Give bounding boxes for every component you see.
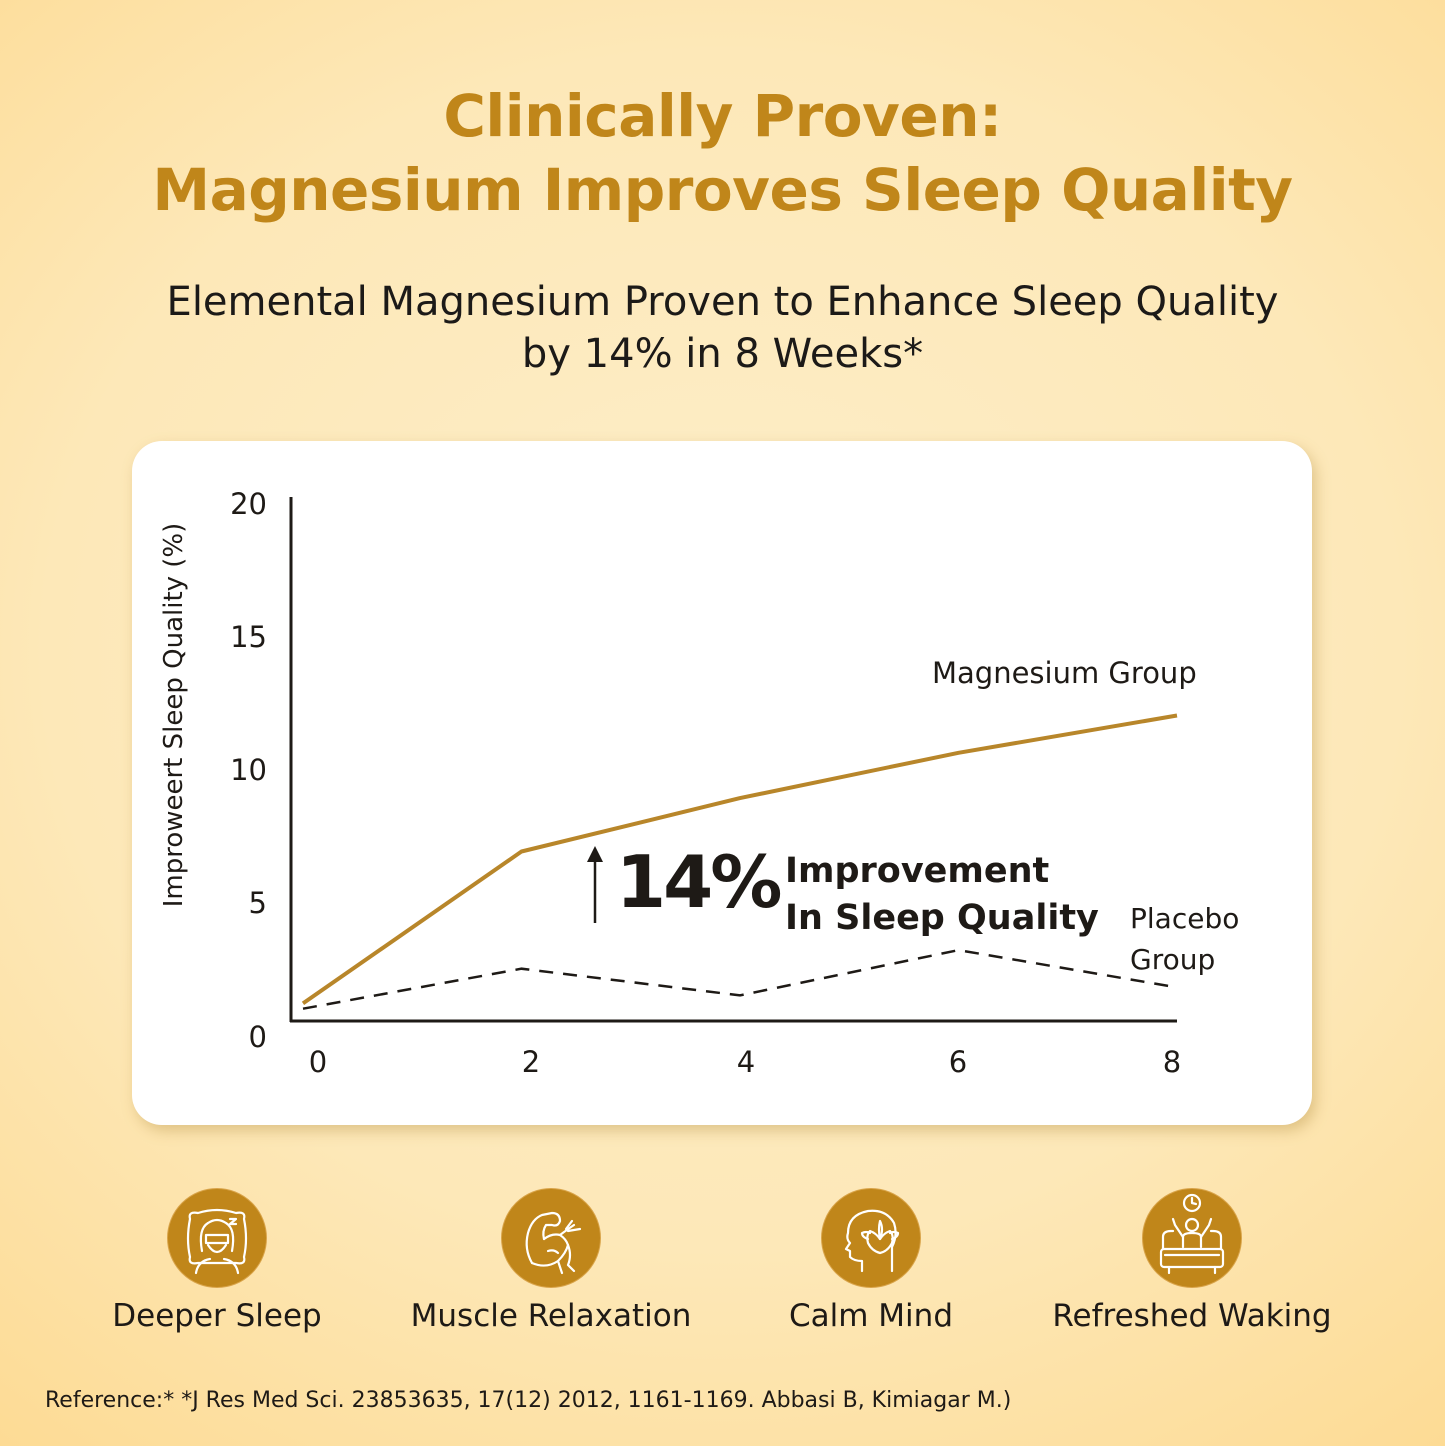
y-tick-15: 15 [230, 620, 267, 654]
placebo-label-line-2: Group [1130, 943, 1216, 976]
x-tick-6: 6 [948, 1045, 968, 1079]
title-line-2: Magnesium Improves Sleep Quality [152, 156, 1293, 224]
x-tick-0: 0 [308, 1045, 328, 1079]
benefit-label: Deeper Sleep [112, 1298, 322, 1334]
y-axis-label-text: Improweert Sleep Quality (%) [159, 522, 189, 908]
title-line-1: Clinically Proven: [443, 82, 1002, 150]
flexed-muscle-arm-icon [501, 1188, 601, 1288]
benefit-deeper-sleep: Deeper Sleep [57, 1188, 377, 1334]
chart-card [132, 441, 1312, 1125]
improvement-caption-line-1: Improvement [785, 851, 1050, 891]
benefit-label: Muscle Relaxation [410, 1298, 692, 1334]
improvement-caption: Improvement In Sleep Quality [785, 848, 1099, 942]
benefit-muscle-relaxation: Muscle Relaxation [391, 1188, 711, 1334]
benefit-refreshed-waking: Refreshed Waking [1032, 1188, 1352, 1334]
up-arrow-icon [587, 846, 603, 923]
reference-citation: Reference:* *J Res Med Sci. 23853635, 17… [45, 1388, 1012, 1413]
x-tick-2: 2 [521, 1045, 541, 1079]
subtitle-line-2: by 14% in 8 Weeks* [521, 331, 924, 377]
improvement-percentage: 14% [616, 840, 782, 924]
head-lotus-icon [821, 1188, 921, 1288]
person-waking-bed-clock-icon [1142, 1188, 1242, 1288]
magnesium-series-line [301, 713, 1178, 1006]
placebo-group-label: Placebo Group [1130, 898, 1239, 980]
benefit-label: Calm Mind [789, 1298, 953, 1334]
y-tick-0: 0 [248, 1020, 267, 1054]
y-tick-10: 10 [230, 753, 267, 787]
x-tick-8: 8 [1162, 1045, 1182, 1079]
magnesium-group-label: Magnesium Group [932, 656, 1197, 690]
y-tick-5: 5 [248, 886, 267, 920]
placebo-label-line-1: Placebo [1130, 902, 1240, 935]
improvement-caption-line-2: In Sleep Quality [785, 898, 1099, 938]
benefit-label: Refreshed Waking [1052, 1298, 1332, 1334]
y-tick-20: 20 [230, 487, 267, 521]
placebo-series-line [302, 948, 1178, 1010]
sleeping-person-eye-mask-icon [167, 1188, 267, 1288]
subtitle-line-1: Elemental Magnesium Proven to Enhance Sl… [166, 279, 1279, 325]
benefit-calm-mind: Calm Mind [711, 1188, 1031, 1334]
x-tick-4: 4 [736, 1045, 756, 1079]
